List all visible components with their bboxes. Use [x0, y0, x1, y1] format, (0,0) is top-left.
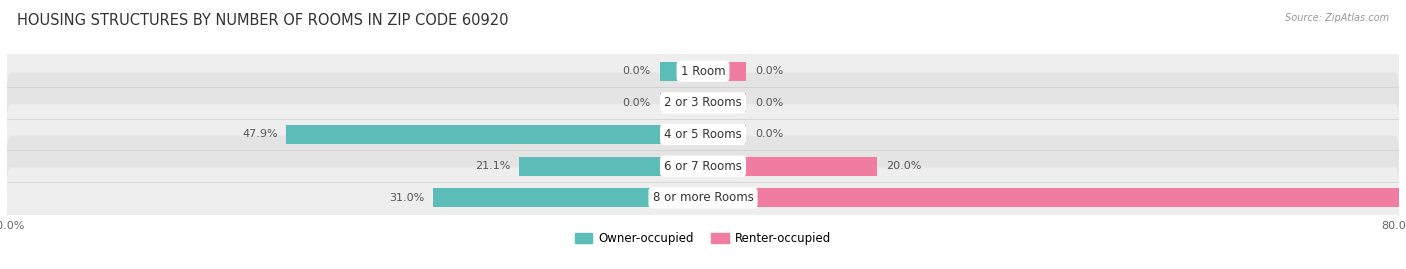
FancyBboxPatch shape	[7, 72, 1399, 133]
FancyBboxPatch shape	[7, 104, 1399, 165]
FancyBboxPatch shape	[7, 136, 1399, 197]
Text: 8 or more Rooms: 8 or more Rooms	[652, 191, 754, 204]
Text: Source: ZipAtlas.com: Source: ZipAtlas.com	[1285, 13, 1389, 23]
Text: 0.0%: 0.0%	[623, 98, 651, 108]
Text: 0.0%: 0.0%	[755, 129, 783, 140]
Text: 0.0%: 0.0%	[755, 66, 783, 76]
Bar	[659, 93, 703, 112]
Bar	[659, 62, 703, 81]
Text: 2 or 3 Rooms: 2 or 3 Rooms	[664, 96, 742, 109]
Bar	[703, 125, 747, 144]
Bar	[703, 157, 877, 176]
FancyBboxPatch shape	[7, 41, 1399, 102]
Text: 6 or 7 Rooms: 6 or 7 Rooms	[664, 160, 742, 173]
FancyBboxPatch shape	[7, 167, 1399, 228]
Bar	[519, 157, 703, 176]
Text: 1 Room: 1 Room	[681, 65, 725, 78]
Text: 0.0%: 0.0%	[755, 98, 783, 108]
Text: 4 or 5 Rooms: 4 or 5 Rooms	[664, 128, 742, 141]
Bar	[703, 188, 1399, 207]
Text: 47.9%: 47.9%	[242, 129, 277, 140]
Text: 21.1%: 21.1%	[475, 161, 510, 171]
Legend: Owner-occupied, Renter-occupied: Owner-occupied, Renter-occupied	[575, 232, 831, 245]
Bar	[703, 93, 747, 112]
Text: 0.0%: 0.0%	[623, 66, 651, 76]
Text: 31.0%: 31.0%	[389, 193, 425, 203]
Bar	[703, 62, 747, 81]
Bar	[433, 188, 703, 207]
Text: 20.0%: 20.0%	[886, 161, 921, 171]
Text: HOUSING STRUCTURES BY NUMBER OF ROOMS IN ZIP CODE 60920: HOUSING STRUCTURES BY NUMBER OF ROOMS IN…	[17, 13, 509, 29]
Bar	[287, 125, 703, 144]
